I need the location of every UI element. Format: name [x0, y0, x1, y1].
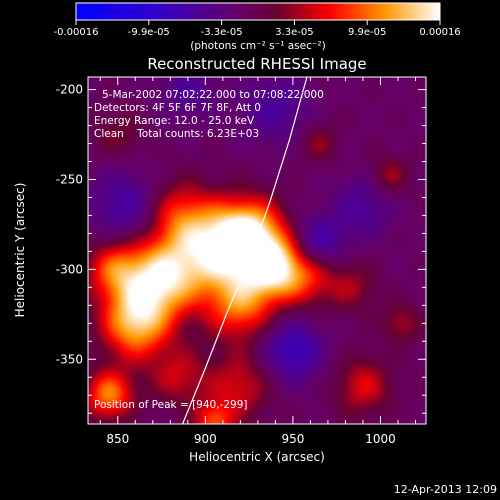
- x-axis: 850 900 950 1000: [99, 77, 416, 446]
- x-tick-label: 1000: [365, 432, 396, 446]
- y-tick-label: -350: [56, 352, 83, 366]
- annotation-counts: Clean Total counts: 6.23E+03: [94, 128, 259, 140]
- peak-position-label: Position of Peak = [940,-299]: [94, 399, 248, 411]
- colorbar: [75, 2, 441, 21]
- colorbar-tick-label: -3.3e-05: [201, 27, 243, 38]
- observation-annotations: 5-Mar-2002 07:02:22.000 to 07:08:22.000 …: [94, 89, 324, 140]
- y-axis-label: Heliocentric Y (arcsec): [13, 183, 27, 318]
- x-tick-label: 950: [281, 432, 304, 446]
- colorbar-tick-label: 9.9e-05: [348, 27, 386, 38]
- annotation-time: 5-Mar-2002 07:02:22.000 to 07:08:22.000: [102, 89, 324, 101]
- y-axis: -200 -250 -300 -350: [56, 83, 426, 414]
- timestamp: 12-Apr-2013 12:09: [394, 483, 497, 496]
- colorbar-tick-label: 3.3e-05: [275, 27, 313, 38]
- annotation-detectors: Detectors: 4F 5F 6F 7F 8F, Att 0: [94, 102, 261, 114]
- colorbar-ticks: -0.00016 -9.9e-05 -3.3e-05 3.3e-05 9.9e-05 0.…: [54, 20, 461, 38]
- colorbar-tick-label: -0.00016: [54, 27, 99, 38]
- heatmap-image: [88, 77, 426, 424]
- colorbar-tick-label: 0.00016: [419, 27, 460, 38]
- colorbar-tick-label: -9.9e-05: [128, 27, 170, 38]
- plot-frame: [87, 76, 427, 425]
- x-tick-label: 850: [106, 432, 129, 446]
- colorbar-unit-label: (photons cm⁻² s⁻¹ asec⁻²): [190, 40, 325, 52]
- y-tick-label: -250: [56, 172, 83, 186]
- x-axis-label: Heliocentric X (arcsec): [189, 450, 325, 464]
- y-tick-label: -200: [56, 83, 83, 97]
- solar-limb-curve: [182, 77, 308, 424]
- y-tick-label: -300: [56, 262, 83, 276]
- chart-title: Reconstructed RHESSI Image: [147, 55, 366, 73]
- x-tick-label: 900: [194, 432, 217, 446]
- annotation-energy: Energy Range: 12.0 - 25.0 keV: [94, 115, 255, 127]
